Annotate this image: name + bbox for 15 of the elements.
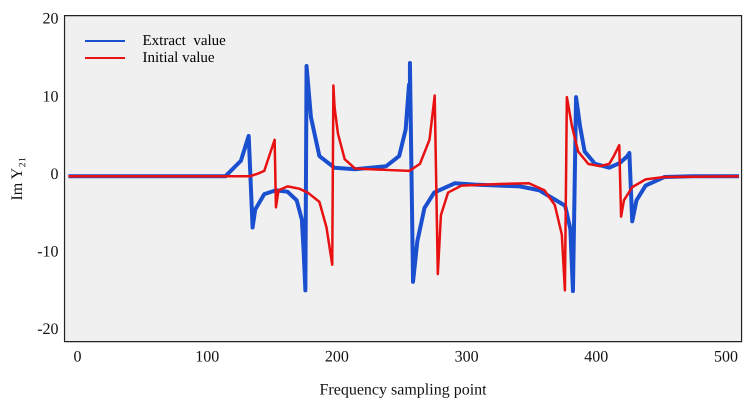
- legend-label: Extract value: [142, 32, 226, 50]
- x-tick-label: 0: [74, 348, 82, 366]
- legend-label: Initial value: [142, 50, 215, 67]
- y-tick-label: -20: [37, 321, 59, 338]
- x-tick-label: 100: [195, 348, 220, 366]
- y-tick-label: 10: [42, 88, 59, 106]
- y-axis-title: Im Y₂₁: [8, 156, 26, 201]
- y-tick-label: -10: [37, 244, 59, 261]
- x-tick-label: 200: [324, 348, 349, 366]
- y-tick-label: 20: [42, 10, 59, 28]
- x-tick-label: 400: [584, 348, 608, 366]
- x-tick-label: 300: [454, 348, 479, 366]
- y-tick-label: 0: [50, 166, 59, 183]
- x-axis-title: Frequency sampling point: [320, 382, 488, 399]
- x-tick-label: 500: [714, 348, 738, 366]
